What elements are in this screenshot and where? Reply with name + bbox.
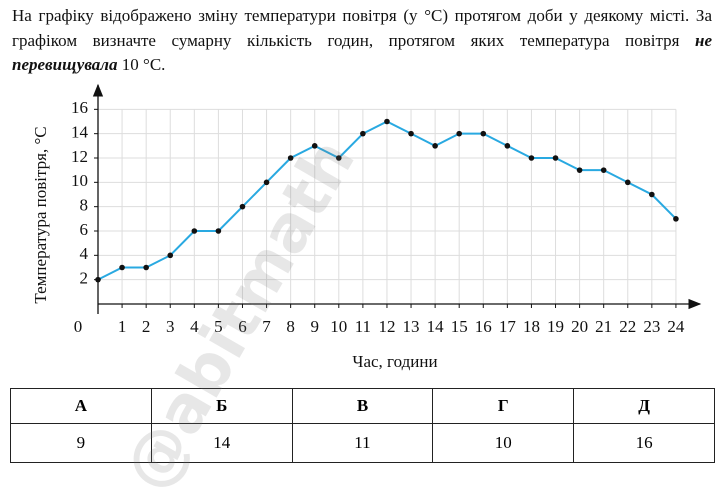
data-point: [119, 264, 125, 271]
data-point: [432, 143, 438, 149]
data-point: [576, 167, 583, 173]
x-tick-label: 4: [190, 317, 199, 336]
y-tick-label: 12: [71, 147, 88, 166]
data-point: [624, 179, 631, 186]
data-point: [239, 203, 246, 210]
data-point: [360, 130, 366, 137]
question: На графіку відображено зміну температури…: [12, 4, 712, 78]
data-point: [673, 216, 679, 222]
option-value: 14: [150, 423, 293, 463]
x-tick-label: 7: [262, 317, 271, 336]
data-point: [191, 228, 198, 234]
page: На графіку відображено зміну температури…: [10, 4, 715, 503]
x-tick-label: 6: [238, 317, 247, 336]
x-tick-label: 22: [619, 317, 636, 336]
x-tick-label: 2: [142, 317, 151, 336]
data-point: [336, 155, 342, 161]
x-tick-label: 8: [286, 317, 295, 336]
x-tick-label: 21: [595, 317, 612, 336]
option-letter: А: [10, 388, 152, 424]
data-point: [287, 155, 294, 161]
answer-row: 9 14 11 10 16: [10, 423, 715, 463]
data-point: [167, 252, 174, 259]
data-point: [480, 130, 487, 137]
x-tick-label: 19: [547, 317, 564, 336]
option-value: 9: [10, 423, 152, 463]
data-point: [143, 264, 149, 271]
x-tick-label: 5: [214, 317, 223, 336]
option-value: 16: [573, 423, 715, 463]
y-axis-label: Температура повітря, °C: [31, 126, 50, 303]
data-point: [263, 179, 270, 186]
option-letter: Г: [432, 388, 575, 424]
data-point: [528, 155, 535, 161]
question-emphasis: не перевищувала: [12, 30, 712, 75]
option-value: 10: [432, 423, 575, 463]
x-tick-label: 24: [667, 317, 685, 336]
option-value: 11: [291, 423, 434, 463]
y-tick-label: 6: [80, 220, 89, 239]
x-tick-label: 13: [403, 317, 420, 336]
y-tick-label: 10: [71, 171, 88, 190]
data-point: [649, 191, 655, 198]
data-point: [95, 276, 101, 283]
x-tick-label: 23: [643, 317, 660, 336]
x-tick-label: 15: [451, 317, 468, 336]
data-point: [408, 130, 414, 137]
data-point: [384, 118, 390, 125]
option-letter: В: [291, 388, 434, 424]
x-tick-label: 0: [74, 317, 83, 336]
x-tick-label: 20: [571, 317, 588, 336]
x-tick-label: 17: [499, 317, 517, 336]
answer-table: А Б В Г Д 9 14 11 10 16: [10, 388, 715, 463]
x-tick-label: 16: [475, 317, 492, 336]
x-tick-label: 11: [355, 317, 371, 336]
option-letter: Б: [150, 388, 293, 424]
x-tick-label: 10: [330, 317, 347, 336]
x-tick-label: 9: [310, 317, 319, 336]
data-point: [311, 143, 318, 149]
x-tick-label: 14: [427, 317, 445, 336]
data-point: [215, 228, 222, 234]
option-letter: Д: [573, 388, 715, 424]
x-tick-label: 3: [166, 317, 175, 336]
data-point: [552, 155, 559, 161]
y-tick-label: 8: [80, 196, 89, 215]
y-tick-label: 16: [71, 98, 88, 117]
data-point: [456, 130, 463, 137]
x-tick-label: 1: [118, 317, 127, 336]
chart: Час, години Температура повітря, °C 2468…: [31, 83, 702, 371]
data-point: [600, 167, 607, 173]
y-tick-label: 14: [71, 123, 89, 142]
y-tick-label: 4: [80, 244, 89, 263]
x-tick-label: 18: [523, 317, 540, 336]
x-tick-label: 12: [378, 317, 395, 336]
x-axis-label: Час, години: [352, 352, 437, 371]
question-text: 10 °C.: [117, 55, 166, 74]
question-text: На графіку відображено зміну температури…: [12, 6, 712, 50]
data-point: [504, 143, 511, 149]
y-tick-label: 2: [80, 269, 89, 288]
